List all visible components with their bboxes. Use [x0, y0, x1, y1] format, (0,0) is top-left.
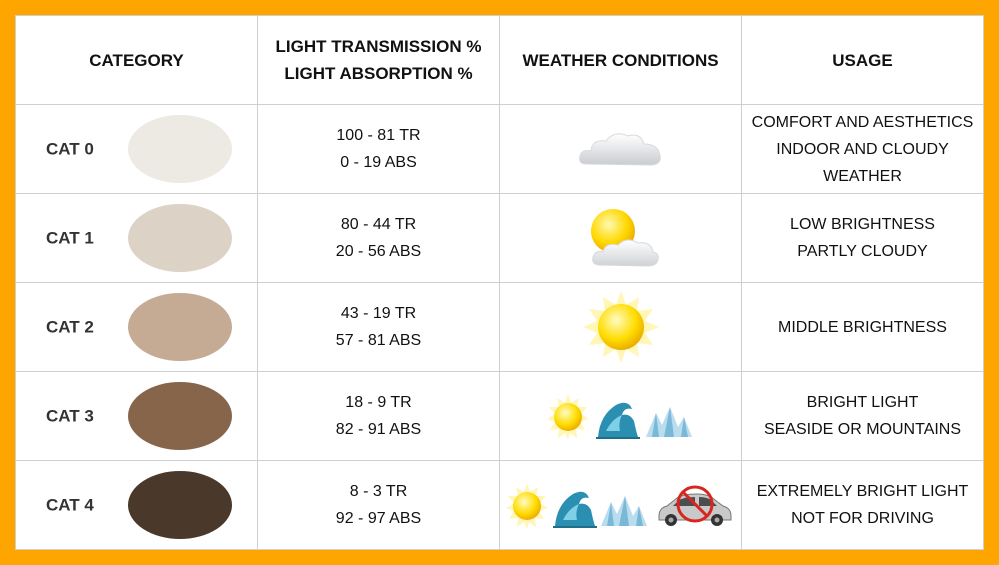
usage-cell: COMFORT AND AESTHETICS INDOOR AND CLOUDY…: [741, 104, 984, 194]
weather-icons-group: [546, 394, 692, 440]
category-label: CAT 1: [46, 228, 94, 248]
absorption-value: 20 - 56 ABS: [335, 243, 422, 260]
table-row: CAT 1 80 - 44 TR 20 - 56 ABS: [15, 193, 984, 283]
transmission-value: 18 - 9 TR: [345, 394, 412, 411]
absorption-value: 82 - 91 ABS: [335, 421, 422, 438]
lens-swatch: [128, 115, 232, 183]
weather-icons-group: [505, 483, 731, 529]
transmission-value: 43 - 19 TR: [340, 305, 417, 322]
header-weather: WEATHER CONDITIONS: [499, 15, 742, 105]
lens-swatch: [128, 471, 232, 539]
category-cell: CAT 2: [15, 282, 258, 372]
wave-icon: [552, 491, 597, 528]
table-row: CAT 2 43 - 19 TR 57 - 81 ABS: [15, 282, 984, 372]
usage-line: LOW BRIGHTNESS: [790, 216, 935, 233]
usage-line: BRIGHT LIGHT: [806, 394, 919, 411]
absorption-value: 0 - 19 ABS: [340, 154, 417, 171]
weather-cell: [499, 193, 742, 283]
weather-cell: [499, 104, 742, 194]
lens-swatch: [128, 204, 232, 272]
lens-swatch: [128, 293, 232, 361]
cloud-icon: [578, 133, 661, 166]
category-cell: CAT 3: [15, 371, 258, 461]
category-cell: CAT 0: [15, 104, 258, 194]
category-label: CAT 2: [46, 317, 94, 337]
usage-line: EXTREMELY BRIGHT LIGHT: [756, 483, 969, 500]
sun-behind-cloud-icon: [590, 209, 659, 267]
header-row: CATEGORY LIGHT TRANSMISSION % LIGHT ABSO…: [15, 15, 984, 105]
weather-cell: [499, 371, 742, 461]
absorption-value: 92 - 97 ABS: [335, 510, 422, 527]
light-cell: 100 - 81 TR 0 - 19 ABS: [257, 104, 500, 194]
mountain-icon: [600, 496, 647, 526]
light-cell: 80 - 44 TR 20 - 56 ABS: [257, 193, 500, 283]
usage-line: MIDDLE BRIGHTNESS: [778, 318, 947, 336]
header-light-absorption: LIGHT ABSORPTION %: [284, 64, 473, 83]
usage-line: PARTLY CLOUDY: [797, 243, 928, 260]
category-label: CAT 3: [46, 406, 94, 426]
category-cell: CAT 4: [15, 460, 258, 550]
table-row: CAT 0 100 - 81 TR 0 - 19 ABS COMF: [15, 104, 984, 194]
no-driving-icon: [658, 485, 731, 526]
usage-line: SEASIDE OR MOUNTAINS: [763, 421, 962, 438]
usage-line: NOT FOR DRIVING: [791, 510, 934, 527]
usage-line: COMFORT AND AESTHETICS: [751, 113, 974, 131]
wave-icon: [595, 402, 640, 439]
table-row: CAT 4 8 - 3 TR 92 - 97 ABS: [15, 460, 984, 550]
category-label: CAT 0: [46, 139, 94, 159]
light-cell: 18 - 9 TR 82 - 91 ABS: [257, 371, 500, 461]
header-category: CATEGORY: [15, 15, 258, 105]
usage-line: WEATHER: [823, 167, 902, 185]
sun-icon: [546, 394, 589, 440]
transmission-value: 100 - 81 TR: [336, 127, 421, 144]
weather-cell: [499, 282, 742, 372]
usage-cell: LOW BRIGHTNESS PARTLY CLOUDY: [741, 193, 984, 283]
header-light-transmission: LIGHT TRANSMISSION %: [275, 37, 482, 56]
usage-cell: BRIGHT LIGHT SEASIDE OR MOUNTAINS: [741, 371, 984, 461]
weather-cell: [499, 460, 742, 550]
lens-category-table-frame: CATEGORY LIGHT TRANSMISSION % LIGHT ABSO…: [15, 15, 984, 550]
absorption-value: 57 - 81 ABS: [335, 332, 422, 349]
category-label: CAT 4: [46, 495, 94, 515]
header-usage: USAGE: [741, 15, 984, 105]
transmission-value: 80 - 44 TR: [340, 216, 417, 233]
lens-category-table: CATEGORY LIGHT TRANSMISSION % LIGHT ABSO…: [15, 15, 984, 550]
category-cell: CAT 1: [15, 193, 258, 283]
lens-swatch: [128, 382, 232, 450]
mountain-icon: [645, 407, 692, 437]
sun-icon: [582, 291, 659, 363]
header-light: LIGHT TRANSMISSION % LIGHT ABSORPTION %: [257, 15, 500, 105]
usage-cell: EXTREMELY BRIGHT LIGHT NOT FOR DRIVING: [741, 460, 984, 550]
table-row: CAT 3 18 - 9 TR 82 - 91 ABS: [15, 371, 984, 461]
usage-line: INDOOR AND CLOUDY: [776, 140, 949, 158]
transmission-value: 8 - 3 TR: [349, 483, 408, 500]
light-cell: 8 - 3 TR 92 - 97 ABS: [257, 460, 500, 550]
sun-icon: [505, 483, 548, 529]
light-cell: 43 - 19 TR 57 - 81 ABS: [257, 282, 500, 372]
usage-cell: MIDDLE BRIGHTNESS: [741, 282, 984, 372]
